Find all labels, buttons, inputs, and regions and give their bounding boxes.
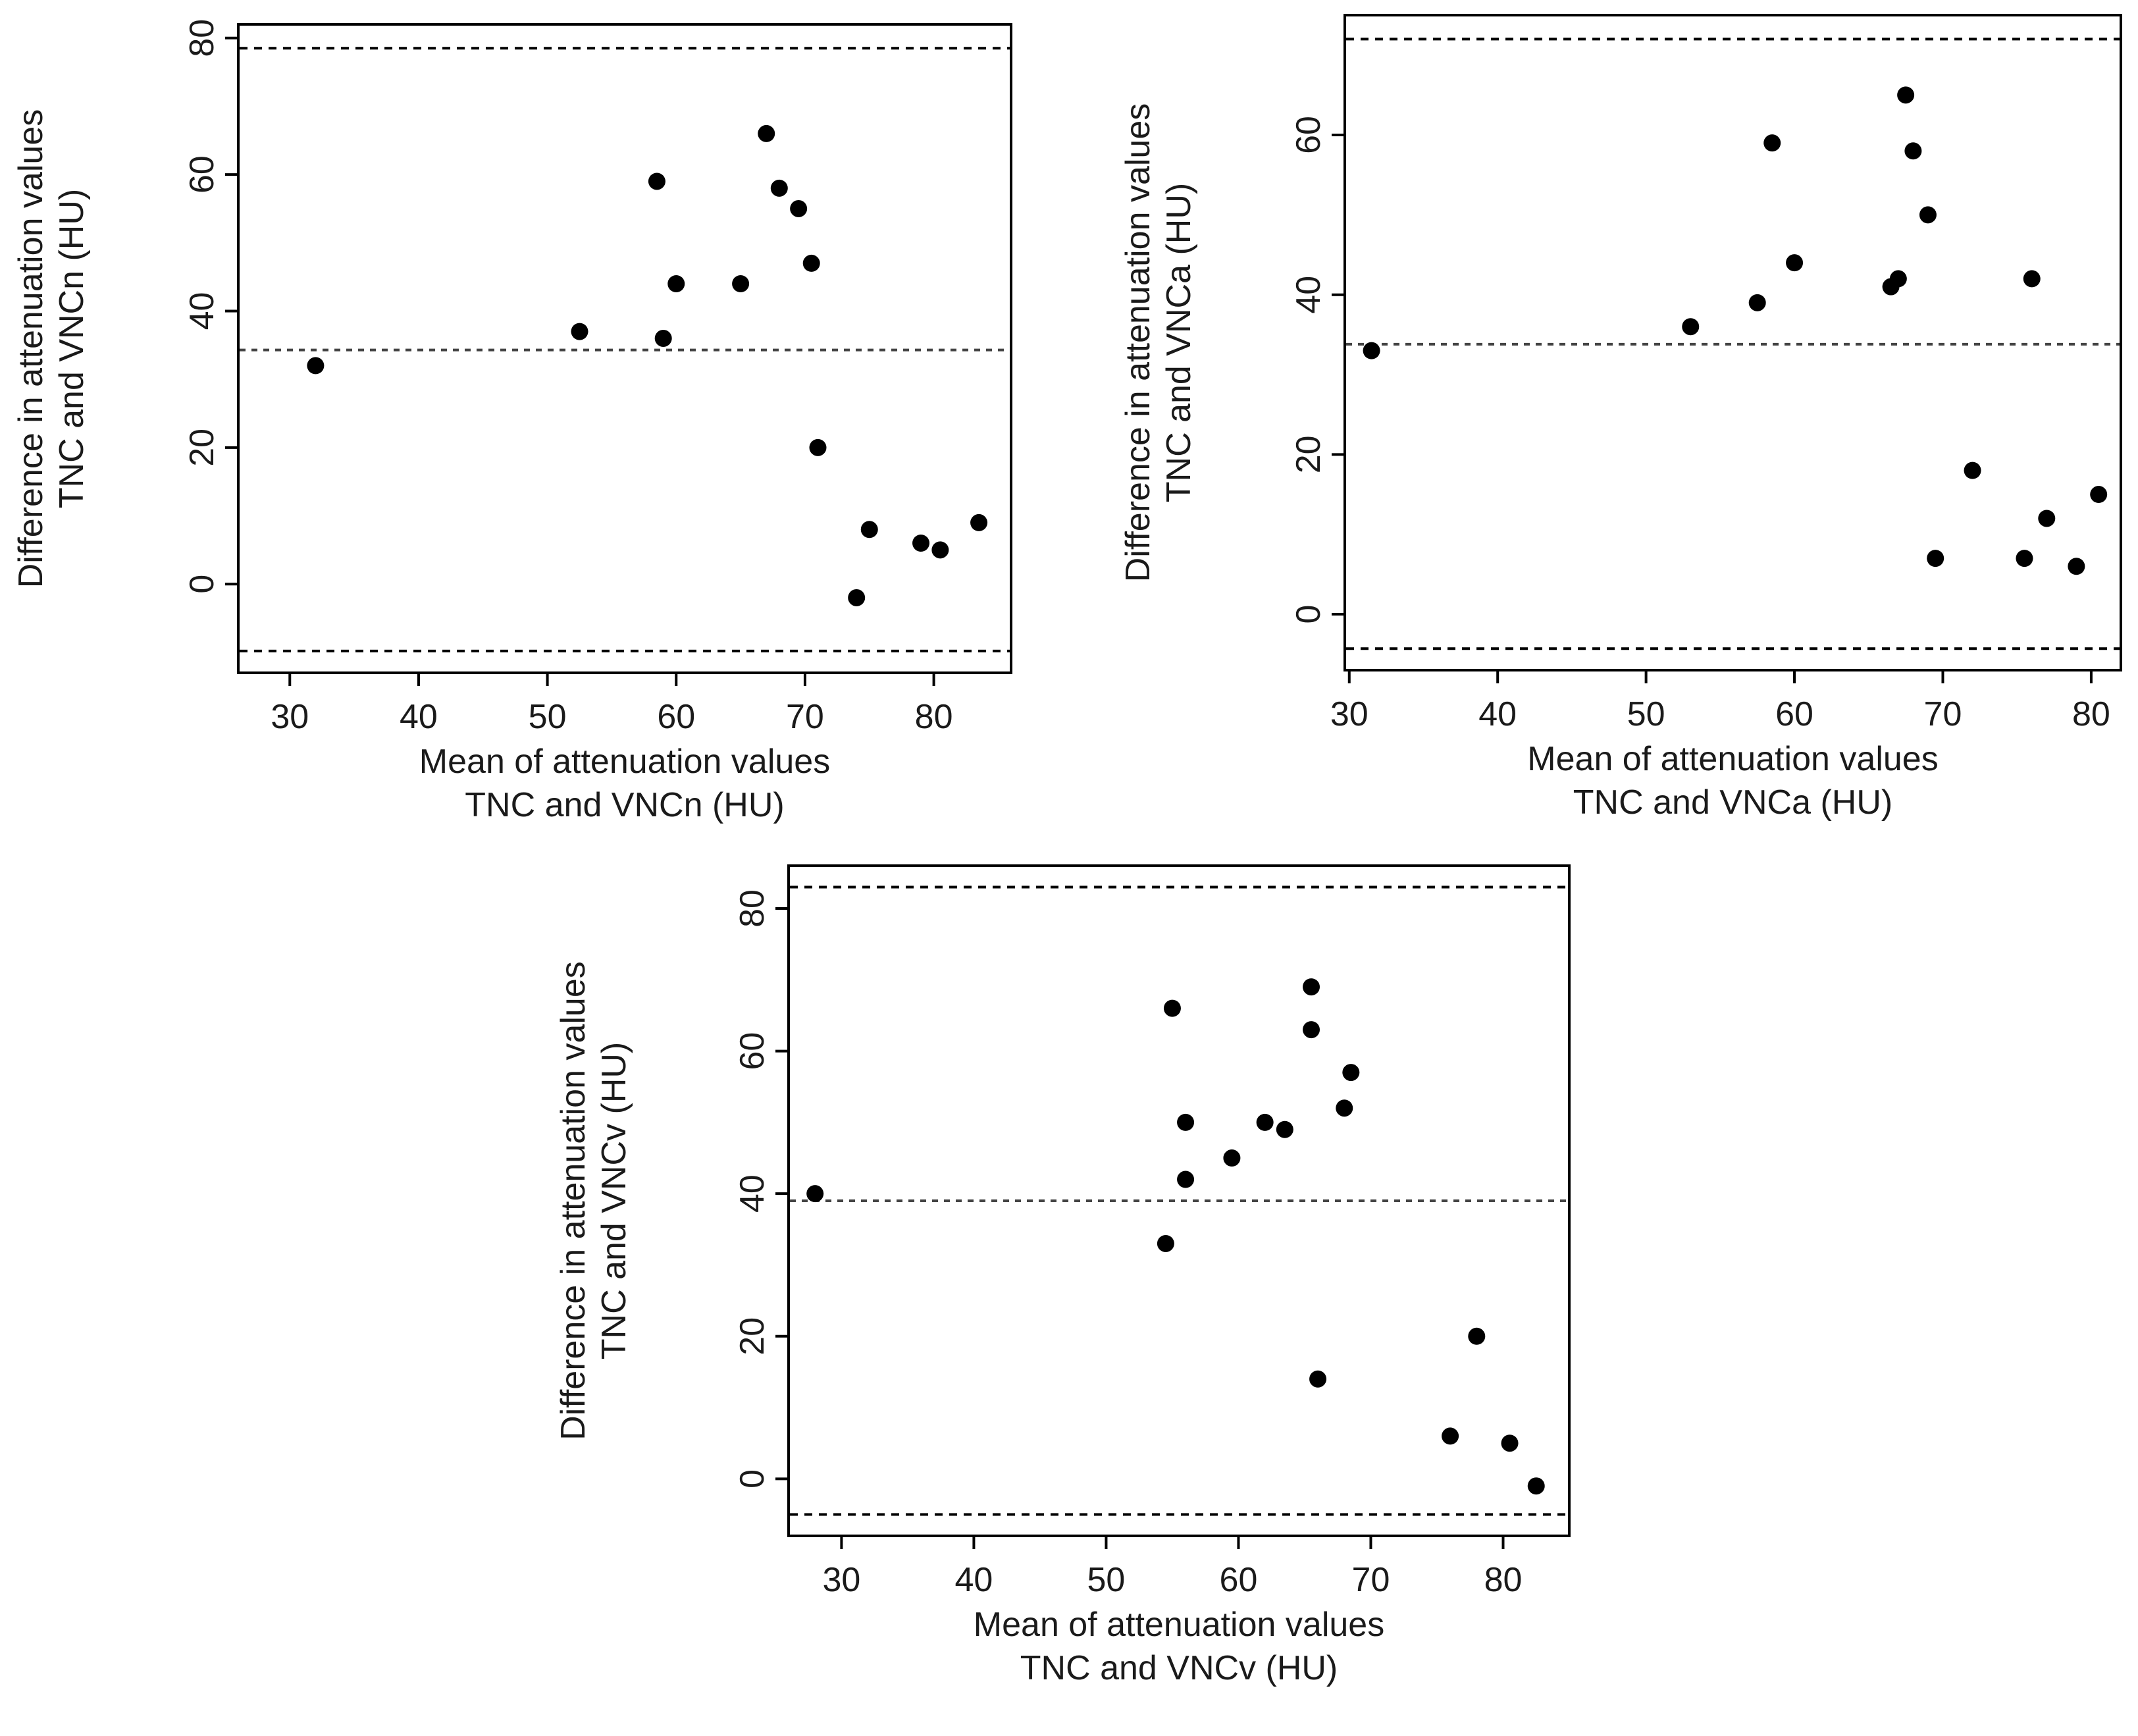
data-point: [1163, 999, 1181, 1017]
y-tick-label: 80: [183, 19, 221, 57]
x-tick-label: 60: [1220, 1561, 1258, 1599]
x-axis-title-line-2: TNC and VNCa (HU): [1573, 783, 1892, 822]
x-tick-label: 80: [915, 698, 953, 736]
y-axis-title-line-2: TNC and VNCa (HU): [1160, 183, 1198, 502]
y-tick-label: 0: [183, 575, 221, 594]
data-point: [1927, 550, 1944, 567]
data-point: [1527, 1477, 1545, 1495]
data-point: [1889, 270, 1907, 288]
x-axis-title-line-1: Mean of attenuation values: [1527, 740, 1938, 778]
data-point: [1157, 1234, 1174, 1252]
chart-panel-2: 30 40 50 60 70 80 0 20 40 60 Mean of attenuation v…: [1119, 14, 2122, 822]
chart-panel-3: 30 40 50 60 70 80 0 20 40 60 80 Mean of attenuation…: [554, 864, 1571, 1687]
data-point: [1276, 1120, 1293, 1138]
data-point: [770, 179, 788, 197]
y-axis-title-line-1: Difference in attenuation values: [554, 961, 592, 1440]
y-tick-label: 20: [183, 429, 221, 467]
x-tick-label: 30: [271, 698, 309, 736]
chart-panel-1: 30 40 50 60 70 80 0 20 40 60 80 Mean of attenuation…: [12, 19, 1012, 824]
data-point: [1309, 1370, 1327, 1388]
data-point: [970, 513, 988, 531]
y-tick-label: 40: [1290, 276, 1328, 314]
y-tick-label: 60: [183, 155, 221, 194]
y-tick-label: 60: [1290, 116, 1328, 154]
data-point: [667, 275, 685, 292]
data-point: [654, 329, 672, 347]
x-tick-label: 40: [1478, 695, 1517, 733]
x-axis-title-line-2: TNC and VNCv (HU): [1020, 1649, 1338, 1687]
data-point: [1748, 294, 1766, 311]
data-point: [2016, 550, 2033, 567]
y-tick-label: 80: [733, 889, 771, 928]
x-tick-label: 40: [400, 698, 438, 736]
data-point: [571, 323, 588, 340]
data-point: [2090, 486, 2108, 504]
data-point: [912, 535, 930, 552]
data-point: [1303, 1021, 1320, 1039]
x-tick-label: 70: [786, 698, 824, 736]
x-tick-label: 50: [1087, 1561, 1126, 1599]
data-point: [1177, 1170, 1195, 1188]
x-tick-label: 80: [2072, 695, 2110, 733]
y-axis-title-line-2: TNC and VNCn (HU): [53, 189, 91, 508]
y-tick-label: 0: [1290, 605, 1328, 624]
y-tick-label: 0: [733, 1469, 771, 1488]
y-tick-label: 40: [733, 1174, 771, 1213]
data-point: [1223, 1149, 1241, 1167]
data-point: [809, 438, 827, 456]
y-axis-title-line-1: Difference in attenuation values: [1119, 103, 1157, 583]
plot-frame: [1343, 14, 2122, 671]
data-point: [2068, 558, 2085, 575]
plot-frame: [237, 23, 1012, 674]
data-point: [1682, 318, 1700, 336]
x-axis-title-line-1: Mean of attenuation values: [974, 1606, 1384, 1644]
data-point: [802, 254, 820, 272]
data-point: [1501, 1434, 1519, 1452]
x-tick-label: 80: [1484, 1561, 1523, 1599]
data-point: [1786, 254, 1804, 272]
x-axis-title-line-2: TNC and VNCn (HU): [465, 786, 784, 824]
x-tick-label: 30: [822, 1561, 860, 1599]
data-point: [848, 589, 866, 606]
data-point: [758, 124, 775, 142]
data-point: [931, 541, 949, 559]
data-point: [1468, 1327, 1486, 1345]
data-point: [1363, 342, 1380, 359]
x-tick-label: 60: [657, 698, 695, 736]
data-point: [1303, 978, 1320, 996]
data-point: [1256, 1113, 1274, 1131]
data-point: [732, 275, 750, 292]
data-point: [1897, 86, 1915, 104]
x-tick-label: 50: [1627, 695, 1665, 733]
data-point: [790, 199, 808, 217]
data-point: [1763, 134, 1781, 152]
data-point: [806, 1185, 824, 1203]
y-tick-label: 40: [183, 292, 221, 330]
data-point: [1904, 142, 1922, 160]
y-axis-title-line-2: TNC and VNCv (HU): [595, 1042, 633, 1360]
data-point: [1442, 1427, 1459, 1445]
x-axis-title-line-1: Mean of attenuation values: [419, 743, 830, 781]
data-point: [648, 172, 665, 190]
y-axis-title-line-1: Difference in attenuation values: [12, 109, 50, 589]
data-point: [1336, 1099, 1353, 1117]
data-point: [1177, 1113, 1195, 1131]
data-point: [307, 357, 325, 375]
data-point: [1964, 461, 1981, 479]
data-point: [1342, 1064, 1360, 1082]
data-point: [1919, 206, 1937, 224]
x-tick-label: 30: [1330, 695, 1369, 733]
data-point: [2038, 510, 2056, 527]
x-tick-label: 70: [1924, 695, 1962, 733]
x-tick-label: 50: [529, 698, 567, 736]
data-point: [2023, 270, 2041, 288]
y-tick-label: 20: [1290, 435, 1328, 473]
y-tick-label: 20: [733, 1317, 771, 1355]
x-tick-label: 60: [1775, 695, 1813, 733]
x-tick-label: 40: [955, 1561, 993, 1599]
y-tick-label: 60: [733, 1032, 771, 1070]
x-tick-label: 70: [1352, 1561, 1390, 1599]
data-point: [860, 521, 878, 539]
